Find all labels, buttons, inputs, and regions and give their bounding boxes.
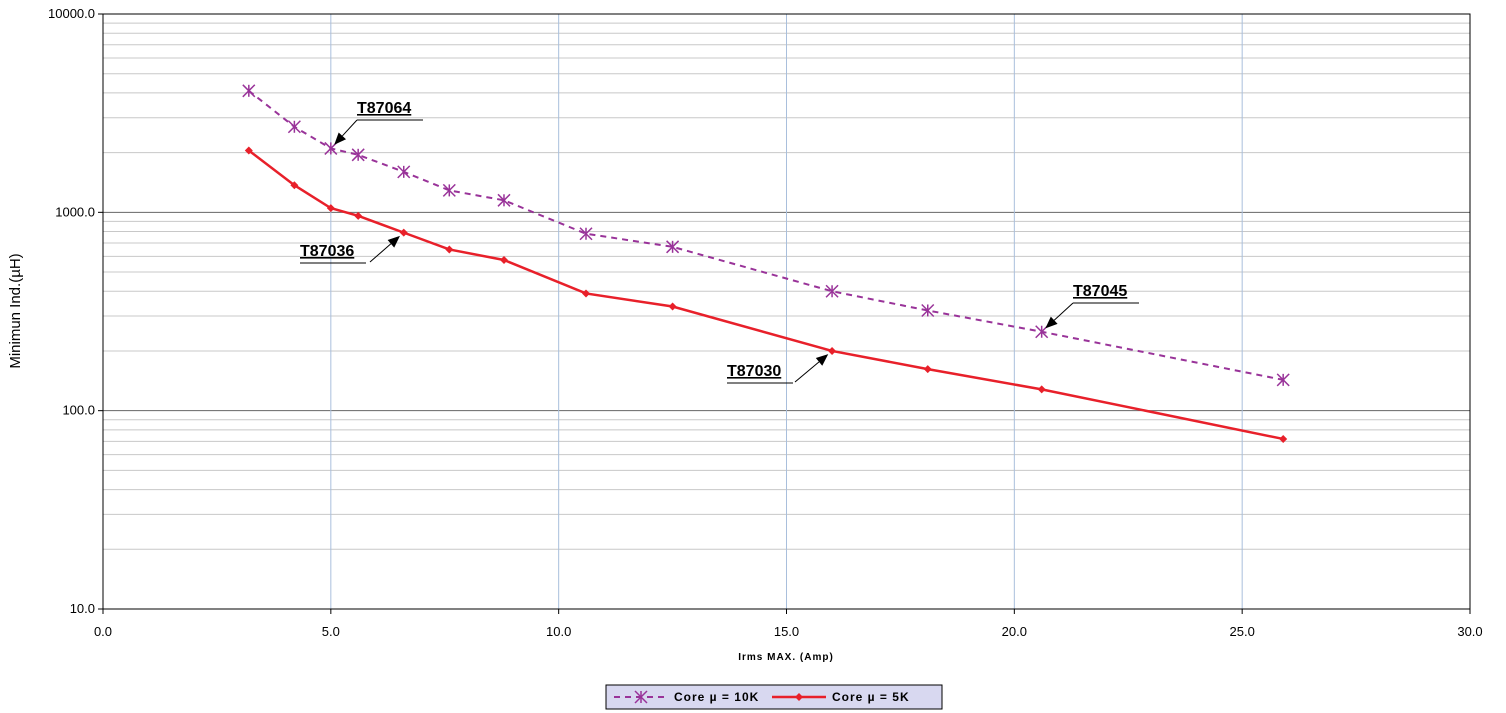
legend-swatch-marker [634,690,648,704]
annotation-arrow-line [369,243,392,263]
annotation-label: T87036 [300,243,354,260]
y-tick-label: 10000.0 [48,6,95,21]
x-tick-label: 30.0 [1457,624,1482,639]
x-tick-label: 5.0 [322,624,340,639]
data-point [499,255,508,264]
data-point [351,148,365,162]
data-point [290,181,299,190]
annotation-label: T87030 [727,363,781,380]
legend-item-core-5k: Core µ = 5K [772,690,910,704]
y-axis-title: Minimun Ind.(µH) [7,253,24,368]
annotations: T87064 T87036 T87045 T87030 [300,100,1139,384]
annotation-arrowhead [334,132,347,145]
annotation-t87064: T87064 [334,100,423,145]
x-axis-title: Irms MAX. (Amp) [738,652,834,663]
data-point [244,146,253,155]
data-point [668,302,677,311]
annotation-arrowhead [387,235,400,248]
legend-swatch-marker [795,693,803,701]
annotation-arrow-line [341,119,358,137]
annotation-t87045: T87045 [1045,283,1139,329]
data-point [1279,434,1288,443]
data-point [445,245,454,254]
legend-label: Core µ = 5K [832,690,910,704]
annotation-arrow-line [1053,302,1074,321]
y-tick-label: 10.0 [70,601,95,616]
legend-label: Core µ = 10K [674,690,759,704]
data-point [828,346,837,355]
data-point [354,211,363,220]
data-point [242,84,256,98]
data-point [666,240,680,254]
series-layer [242,84,1290,443]
annotation-t87030: T87030 [727,354,829,384]
data-point [921,303,935,318]
annotation-label: T87064 [357,100,411,117]
data-point [923,365,932,374]
x-tick-label: 15.0 [774,624,799,639]
data-point [825,284,839,298]
data-point [579,227,593,241]
x-tick-label: 25.0 [1230,624,1255,639]
data-point [326,204,335,213]
series-core-5k [244,146,1288,443]
legend-item-core-10k: Core µ = 10K [614,690,759,704]
annotation-t87036: T87036 [300,235,400,264]
x-tick-label: 10.0 [546,624,571,639]
y-axis-ticks: 10.0 100.0 1000.0 10000.0 [48,6,103,616]
legend: Core µ = 10K Core µ = 5K [605,684,943,710]
data-point [1037,385,1046,394]
vertical-gridlines [330,14,1243,609]
x-tick-label: 20.0 [1002,624,1027,639]
data-point [442,183,456,197]
x-axis-ticks: 0.0 5.0 10.0 15.0 20.0 25.0 30.0 [94,609,1483,639]
annotation-arrow-line [794,361,820,383]
data-point [399,228,408,237]
annotation-arrowhead [815,354,829,366]
data-point [1276,373,1290,387]
x-tick-label: 0.0 [94,624,112,639]
data-point [582,289,591,298]
y-tick-label: 1000.0 [55,204,95,219]
legend-items: Core µ = 10K Core µ = 5K [614,690,910,704]
annotation-arrowhead [1045,316,1058,329]
data-point [497,193,511,207]
data-point [287,120,301,134]
annotation-label: T87045 [1073,283,1127,300]
y-tick-label: 100.0 [62,403,95,418]
series-core-10k [242,84,1290,387]
data-point [397,165,411,179]
